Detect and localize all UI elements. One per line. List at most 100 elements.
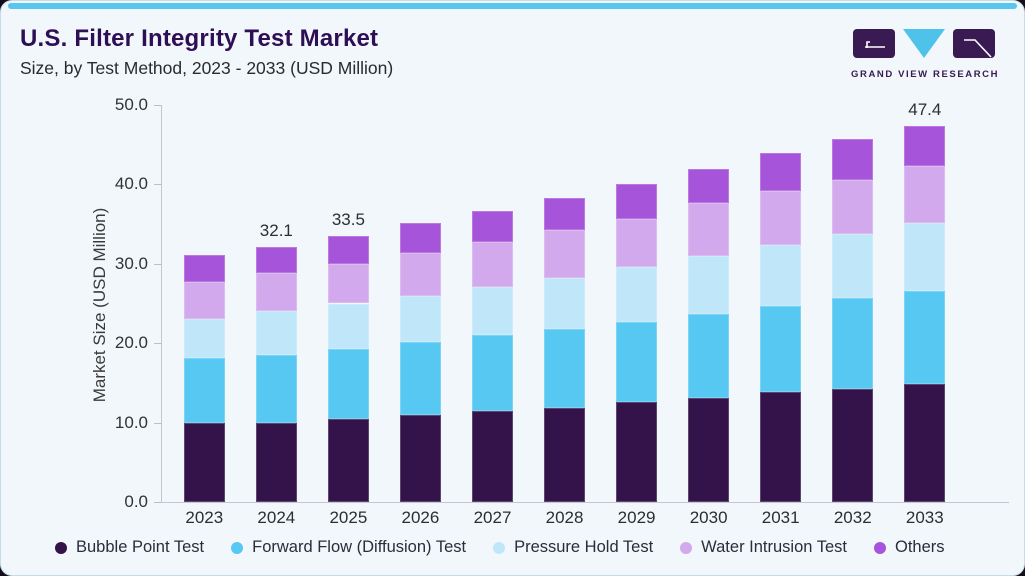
bar-segment <box>255 273 297 312</box>
legend-item: Bubble Point Test <box>55 538 204 557</box>
bar-segment <box>472 211 513 242</box>
bar-segment <box>832 139 874 181</box>
x-tick-label: 2029 <box>617 508 656 527</box>
x-tick-label: 2033 <box>905 508 944 527</box>
bar-segment <box>832 234 874 298</box>
y-tick-mark <box>154 502 161 503</box>
legend-label: Water Intrusion Test <box>701 538 847 556</box>
y-tick-label: 30.0 <box>114 253 148 273</box>
bar-segment <box>544 230 586 279</box>
bar-segment <box>688 168 730 204</box>
bar-segment <box>327 236 369 264</box>
bar-segment <box>183 319 225 359</box>
bar-segment <box>255 355 297 423</box>
legend-dot-icon <box>873 541 886 554</box>
bar-segment <box>904 166 946 224</box>
bar-segment <box>327 303 369 349</box>
bar-segment <box>544 407 586 502</box>
x-tick-label: 2024 <box>257 508 296 527</box>
legend-dot-icon <box>493 541 506 554</box>
legend-dot-icon <box>55 541 67 554</box>
y-axis-line <box>161 105 162 502</box>
legend-label: Others <box>894 538 945 556</box>
bar-segment <box>904 223 946 291</box>
bar-segment <box>688 397 730 502</box>
x-tick-label: 2032 <box>833 508 872 527</box>
x-tick-label: 2026 <box>401 508 440 527</box>
bar-segment <box>544 328 586 408</box>
bar-segment <box>399 223 441 253</box>
bar-segment <box>327 348 369 420</box>
y-tick-label: 50.0 <box>114 95 148 114</box>
x-tick-label: 2027 <box>473 508 512 527</box>
legend-dot-icon <box>231 541 244 554</box>
bar-segment <box>544 278 586 329</box>
bar-segment <box>399 414 441 502</box>
bar-segment <box>760 392 802 502</box>
bar-segment <box>760 244 802 306</box>
x-tick-label: 2031 <box>761 508 800 527</box>
y-tick-mark <box>154 105 161 106</box>
chart-legend: Bubble Point Test Forward Flow (Diffusion… <box>55 538 945 557</box>
bar-segment <box>688 313 730 398</box>
bar-segment <box>183 282 225 320</box>
y-tick-mark <box>154 422 161 424</box>
bar-segment <box>616 401 658 502</box>
bar-segment <box>832 297 874 390</box>
legend-dot-icon <box>680 541 693 554</box>
bar-segment <box>255 311 297 356</box>
page-title: U.S. Filter Integrity Test Market <box>20 25 379 52</box>
chart-header: U.S. Filter Integrity Test Market Size, … <box>20 25 393 79</box>
bar-segment <box>616 321 658 402</box>
x-tick-label: 2025 <box>329 508 368 527</box>
x-tick-label: 2023 <box>185 508 224 527</box>
bar-segment <box>904 125 946 167</box>
bar-segment <box>616 266 658 322</box>
x-tick-label: 2030 <box>689 508 728 527</box>
legend-item: Forward Flow (Diffusion) Test <box>231 538 466 557</box>
bar-segment <box>472 241 513 287</box>
bar-segment <box>183 358 225 424</box>
bar-segment <box>255 247 297 274</box>
bar-segment <box>399 252 441 296</box>
bar-segment <box>616 219 658 267</box>
bar-segment <box>183 255 225 283</box>
bar-segment <box>399 342 441 415</box>
bar-segment <box>616 183 658 220</box>
bar-segment <box>472 335 513 411</box>
x-axis-line <box>156 502 1009 503</box>
gvr-logo: GRAND VIEW RESEARCH <box>851 28 998 80</box>
y-tick-label: 40.0 <box>114 174 148 194</box>
legend-item: Others <box>873 538 945 557</box>
bar-segment <box>760 305 802 393</box>
page-subtitle: Size, by Test Method, 2023 - 2033 (USD M… <box>20 57 394 78</box>
bar-total-label: 47.4 <box>908 99 942 119</box>
legend-item: Pressure Hold Test <box>493 538 653 557</box>
bar-segment <box>472 286 513 336</box>
bar-segment <box>688 203 730 256</box>
bar-segment <box>688 255 730 314</box>
legend-label: Bubble Point Test <box>76 538 205 556</box>
bar-segment <box>472 410 513 502</box>
y-tick-label: 0.0 <box>124 492 148 511</box>
bar-segment <box>904 290 946 385</box>
bar-segment <box>832 389 874 502</box>
bar-segment <box>904 384 946 502</box>
y-tick-mark <box>154 263 161 265</box>
y-tick-label: 20.0 <box>114 333 148 353</box>
bar-segment <box>832 180 874 235</box>
bar-segment <box>255 422 297 502</box>
legend-item: Water Intrusion Test <box>680 538 847 557</box>
gvr-logo-icon <box>853 29 995 58</box>
bar-segment <box>544 197 586 231</box>
bar-segment <box>399 295 441 343</box>
bar-segment <box>327 263 369 304</box>
bar-segment <box>760 153 802 191</box>
x-tick-label: 2028 <box>545 508 584 527</box>
bar-segment <box>760 190 802 245</box>
accent-topbar <box>8 3 1017 9</box>
legend-label: Pressure Hold Test <box>514 538 654 556</box>
bar-total-label: 32.1 <box>259 221 293 241</box>
